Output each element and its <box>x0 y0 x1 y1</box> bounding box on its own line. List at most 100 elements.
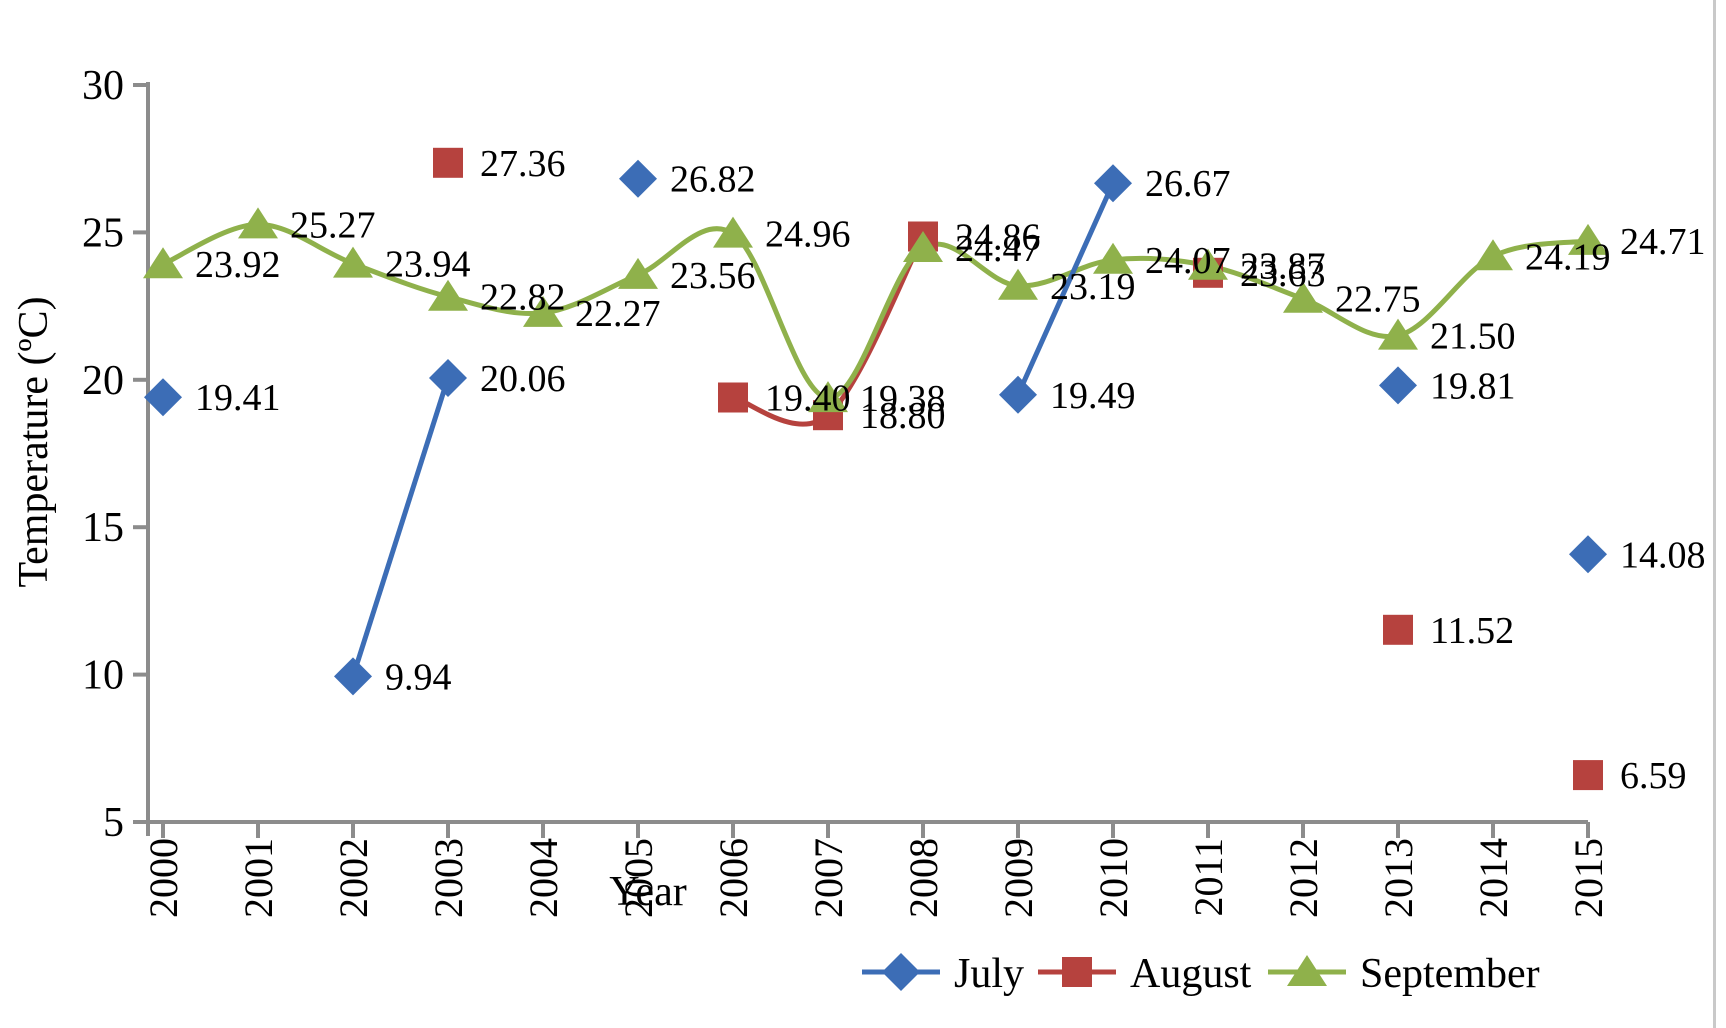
legend-triangle-icon <box>1287 955 1327 986</box>
data-label-september: 24.96 <box>765 214 851 256</box>
line-segment <box>161 221 1589 401</box>
x-tick-label: 2014 <box>1471 838 1516 918</box>
september-marker <box>903 231 943 262</box>
x-tick-label: 2008 <box>901 838 946 918</box>
x-axis-title: Year <box>609 869 687 915</box>
legend-label: July <box>954 951 1024 997</box>
august-marker <box>718 382 748 413</box>
data-label-july: 26.67 <box>1145 163 1231 205</box>
x-tick-label: 2011 <box>1186 838 1231 917</box>
data-label-september: 21.50 <box>1430 316 1516 358</box>
september-marker <box>333 246 373 278</box>
july-marker <box>1094 164 1132 203</box>
legend-diamond-icon <box>882 953 920 991</box>
x-tick-label: 2005 <box>616 838 661 918</box>
september-marker <box>998 268 1038 300</box>
data-label-september: 19.38 <box>860 378 946 420</box>
july-marker <box>1379 366 1417 405</box>
series-markers-july <box>144 159 1607 696</box>
x-tick-label: 2009 <box>996 838 1041 918</box>
september-marker <box>1093 242 1133 274</box>
august-marker <box>1383 614 1413 645</box>
x-tick-label: 2013 <box>1376 838 1421 918</box>
data-label-july: 19.41 <box>195 377 281 419</box>
september-marker <box>1378 318 1418 350</box>
series-line-july <box>350 182 1116 678</box>
data-label-september: 22.75 <box>1335 279 1421 321</box>
data-label-september: 23.87 <box>1240 246 1326 288</box>
y-tick-label: 15 <box>82 505 124 551</box>
axes <box>133 82 1590 838</box>
data-label-september: 24.71 <box>1620 221 1706 263</box>
data-label-august: 23.63 <box>1240 253 1326 295</box>
x-tick-label: 2015 <box>1566 838 1611 918</box>
x-tick-label: 2010 <box>1091 838 1136 918</box>
series-markers-september <box>143 207 1608 413</box>
data-label-august: 11.52 <box>1430 610 1514 652</box>
data-label-september: 22.82 <box>480 277 566 319</box>
x-tick-label: 2004 <box>521 838 566 918</box>
line-segment <box>350 377 451 678</box>
september-marker <box>808 381 848 413</box>
september-marker <box>523 295 563 327</box>
y-tick-labels: 30 25 20 15 10 5 <box>82 63 124 846</box>
x-tick-label: 2002 <box>331 838 376 918</box>
series-line-september <box>161 221 1589 401</box>
legend-square-icon <box>1062 957 1092 987</box>
july-marker <box>144 378 182 417</box>
september-marker <box>1283 281 1323 313</box>
data-label-august: 27.36 <box>480 143 566 185</box>
legend-item-july: July <box>862 951 1024 997</box>
x-tick-label: 2007 <box>806 838 851 918</box>
september-marker <box>1473 239 1513 271</box>
data-label-august: 24.86 <box>955 217 1041 259</box>
legend-item-september: September <box>1268 951 1540 997</box>
august-marker <box>1573 760 1603 791</box>
data-label-august: 18.80 <box>860 395 946 437</box>
july-marker <box>1569 535 1607 574</box>
july-marker <box>999 375 1037 414</box>
july-marker <box>429 359 467 397</box>
data-label-august: 6.59 <box>1620 755 1687 797</box>
x-tick-label: 2000 <box>141 838 186 918</box>
x-tick-labels: 2000 2001 2002 2003 2004 2005 2006 2007 2008 2009… <box>141 838 1611 918</box>
y-tick-label: 20 <box>82 358 124 404</box>
y-tick-label: 5 <box>103 800 124 846</box>
y-axis-title: Temperature (ºC) <box>11 296 57 588</box>
september-marker <box>238 207 278 239</box>
data-label-september: 24.47 <box>955 228 1041 270</box>
data-label-july: 26.82 <box>670 159 756 201</box>
data-label-july: 20.06 <box>480 358 566 400</box>
data-label-september: 23.56 <box>670 255 756 297</box>
september-marker <box>1568 223 1608 255</box>
data-label-september: 24.19 <box>1525 236 1611 278</box>
data-label-july: 9.94 <box>385 656 452 698</box>
data-label-september: 23.19 <box>1050 266 1136 308</box>
figure-right-border <box>1713 0 1716 1028</box>
legend-label: August <box>1130 951 1252 997</box>
data-label-september: 25.27 <box>290 204 376 246</box>
legend-label: September <box>1360 951 1540 997</box>
data-label-august: 19.40 <box>765 378 851 420</box>
july-marker <box>619 159 657 198</box>
data-label-july: 19.49 <box>1050 375 1136 417</box>
line-segment <box>1015 182 1116 396</box>
legend-item-august: August <box>1038 951 1252 997</box>
september-marker <box>713 216 753 248</box>
data-label-july: 19.81 <box>1430 365 1516 407</box>
data-label-september: 23.94 <box>385 244 471 286</box>
data-label-september: 24.07 <box>1145 240 1231 282</box>
x-tick-label: 2001 <box>236 838 281 918</box>
september-marker <box>143 247 183 279</box>
data-label-july: 14.08 <box>1620 534 1706 576</box>
y-tick-label: 10 <box>82 653 124 699</box>
august-marker <box>433 147 463 178</box>
x-tick-label: 2006 <box>711 838 756 918</box>
september-marker <box>1188 248 1228 280</box>
y-tick-label: 30 <box>82 63 124 109</box>
september-marker <box>428 279 468 311</box>
data-label-september: 22.27 <box>575 293 661 335</box>
